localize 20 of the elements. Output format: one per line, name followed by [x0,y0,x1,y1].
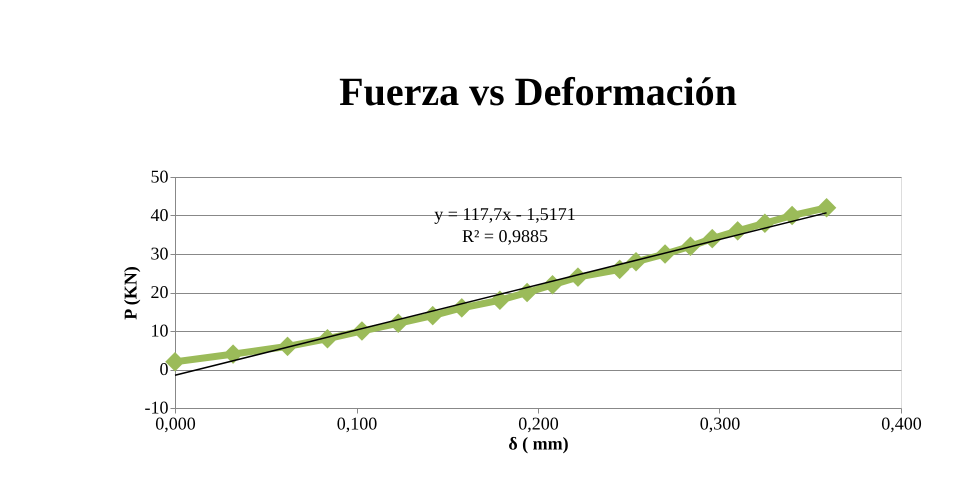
x-tick-label: 0,400 [881,414,922,434]
y-tick-label: 40 [150,205,168,225]
y-tick-label: 20 [150,282,168,302]
y-tick-label: 50 [150,166,168,186]
y-tick-label: 10 [150,320,168,340]
y-tick-label: 0 [160,359,168,379]
chart-title: Fuerza vs Deformación [339,69,737,114]
point [782,206,802,226]
annotation: R² = 0,9885 [462,226,548,246]
y-axis-title: P (KN) [120,266,141,320]
point [755,213,775,233]
x-tick-label: 0,300 [700,414,740,434]
x-tick-label: 0,100 [336,414,378,434]
x-tick-label: 0,200 [518,414,559,434]
y-tick-label: 30 [150,244,168,264]
x-axis-title: δ ( mm) [508,434,569,454]
point [816,198,836,218]
point [490,290,510,310]
point [422,306,442,326]
point [517,282,537,302]
